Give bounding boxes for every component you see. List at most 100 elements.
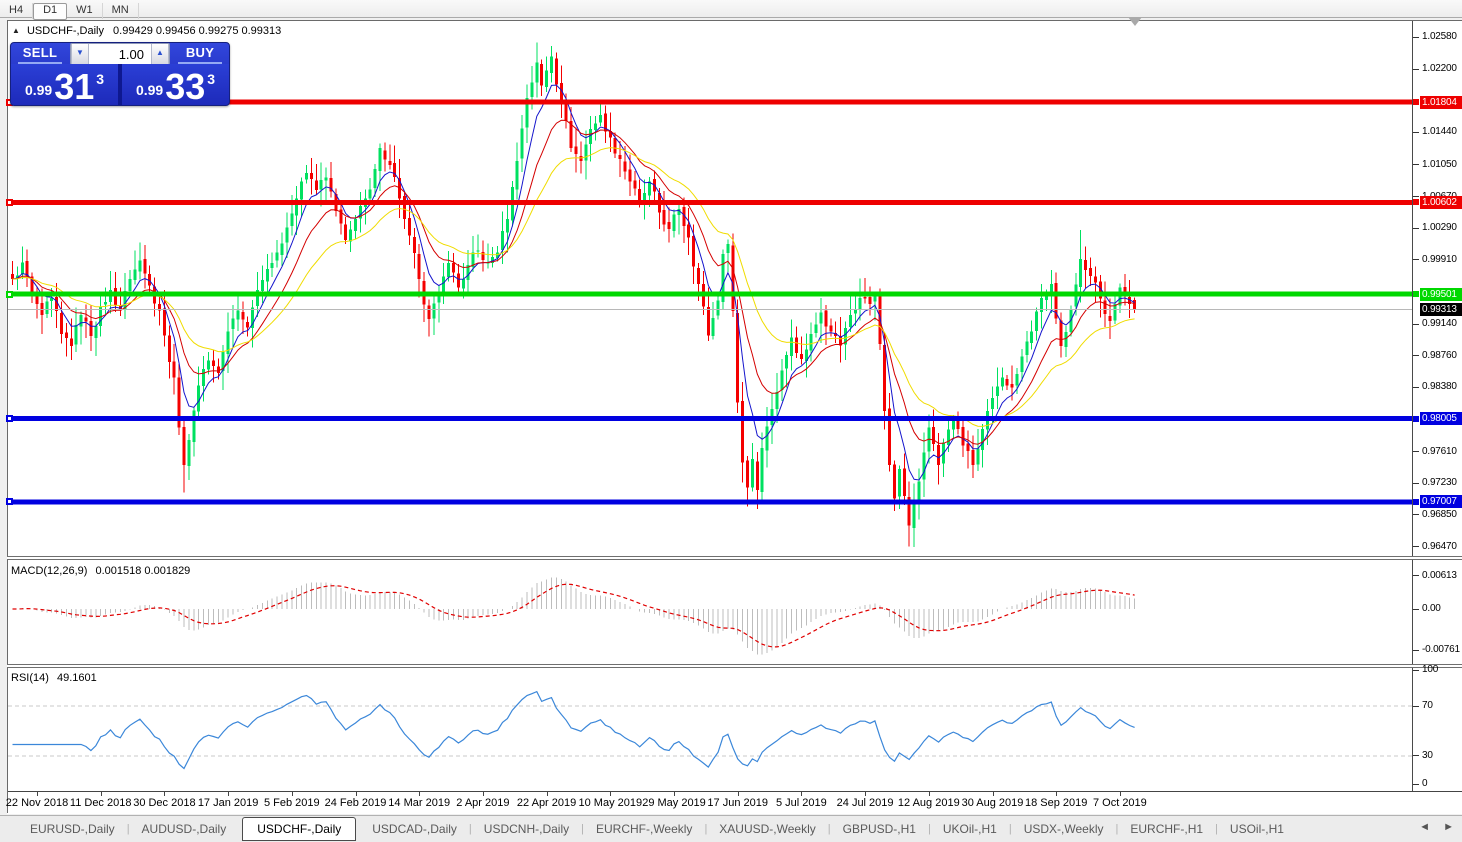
- buy-price-prefix: 0.99: [135, 82, 164, 98]
- date-axis-tick: [482, 791, 484, 796]
- macd-panel-separator[interactable]: [7, 556, 1462, 560]
- current-price-label: 0.99313: [1420, 303, 1462, 317]
- tab-scroll-left-icon[interactable]: ◄: [1419, 821, 1431, 833]
- timeframe-button-h4[interactable]: H4: [0, 3, 34, 19]
- price-axis-label: 1.01440: [1422, 126, 1457, 138]
- price-axis-tick: [1413, 36, 1419, 38]
- date-axis-label: 24 Jul 2019: [836, 797, 894, 809]
- hline-price-label: 0.98005: [1420, 412, 1462, 426]
- date-axis-label: 12 Aug 2019: [897, 797, 960, 809]
- chart-ohlc-values: 0.99429 0.99456 0.99275 0.99313: [113, 25, 282, 37]
- buy-price-sup: 3: [207, 71, 216, 87]
- date-axis-label: 22 Apr 2019: [516, 797, 577, 809]
- buy-price-button[interactable]: 0.99 33 3: [122, 64, 229, 105]
- price-axis-tick: [1413, 482, 1419, 484]
- date-axis-label: 30 Dec 2018: [133, 797, 196, 809]
- price-axis-label: 0.98380: [1422, 381, 1457, 393]
- sell-price-prefix: 0.99: [24, 82, 53, 98]
- rsi-label: RSI(14): [11, 672, 49, 684]
- tab-ukoil-h1[interactable]: UKOil-,H1: [942, 822, 997, 836]
- tab-separator: |: [468, 823, 472, 835]
- timeframe-button-w1[interactable]: W1: [67, 3, 103, 19]
- date-axis-tick: [355, 791, 357, 796]
- timeframe-button-mn[interactable]: MN: [103, 3, 139, 19]
- date-axis-tick: [801, 791, 803, 796]
- macd-axis-label: 0.00613: [1422, 569, 1457, 581]
- tab-scroll-right-icon[interactable]: ►: [1443, 821, 1454, 833]
- tab-eurchf-h1[interactable]: EURCHF-,H1: [1130, 822, 1204, 836]
- volume-increase-button[interactable]: ▲: [151, 44, 169, 64]
- price-axis-label: 0.99910: [1422, 253, 1457, 265]
- tab-eurusd-daily[interactable]: EURUSD-,Daily: [30, 822, 115, 836]
- buy-price-big: 33: [165, 66, 206, 107]
- rsi-value: 49.1601: [56, 672, 97, 684]
- macd-axis-tick: [1413, 649, 1419, 651]
- hline-left-handle[interactable]: [6, 198, 13, 206]
- date-axis-tick: [674, 791, 675, 796]
- hline-left-handle[interactable]: [6, 290, 13, 298]
- sell-price-big: 31: [54, 66, 95, 107]
- date-axis-label: 17 Jun 2019: [707, 797, 768, 809]
- volume-decrease-button[interactable]: ▼: [71, 44, 89, 64]
- sell-price-sup: 3: [96, 71, 105, 87]
- rsi-axis-label: 0: [1422, 778, 1428, 789]
- symbol-tab-bar: EURUSD-,Daily | AUDUSD-,Daily USDCHF-,Daily…: [0, 815, 1462, 842]
- timeframe-button-d1[interactable]: D1: [33, 3, 68, 20]
- sell-button[interactable]: SELL: [11, 43, 69, 64]
- price-axis-tick: [1413, 451, 1419, 453]
- tab-eurchf-weekly[interactable]: EURCHF-,Weekly: [595, 822, 693, 836]
- price-axis-tick: [1413, 546, 1419, 548]
- tab-separator: |: [1115, 823, 1119, 835]
- rsi-axis-tick: [1413, 669, 1419, 671]
- hline-right-handle[interactable]: [1413, 199, 1419, 206]
- price-axis-tick: [1413, 323, 1419, 325]
- tab-audusd-daily[interactable]: AUDUSD-,Daily: [141, 822, 227, 836]
- hline-left-handle[interactable]: [6, 98, 13, 106]
- collapse-triangle-icon[interactable]: ▲: [12, 26, 20, 35]
- price-axis-label: 0.96850: [1422, 508, 1457, 520]
- price-axis-tick: [1413, 227, 1419, 229]
- volume-input[interactable]: [89, 44, 151, 64]
- tab-usdx-weekly[interactable]: USDX-,Weekly: [1023, 822, 1104, 836]
- date-axis-tick: [865, 791, 867, 796]
- chart-background: [8, 21, 1462, 791]
- tab-gbpusd-h1[interactable]: GBPUSD-,H1: [842, 822, 916, 836]
- rsi-panel-separator[interactable]: [7, 664, 1462, 668]
- date-axis-label: 30 Aug 2019: [961, 797, 1024, 809]
- date-axis-label: 5 Jul 2019: [776, 797, 827, 809]
- tab-usdcnh-daily[interactable]: USDCNH-,Daily: [483, 822, 570, 836]
- rsi-header: RSI(14) 49.1601: [11, 672, 97, 684]
- autoscroll-triangle-icon[interactable]: [1128, 17, 1142, 26]
- tab-usdcad-daily[interactable]: USDCAD-,Daily: [372, 822, 457, 836]
- tab-usdchf-daily[interactable]: USDCHF-,Daily: [242, 817, 357, 841]
- price-axis-label: 1.01050: [1422, 158, 1457, 170]
- date-axis-tick: [37, 791, 38, 796]
- price-axis-label: 0.97230: [1422, 477, 1457, 489]
- price-axis-tick: [1413, 355, 1419, 357]
- hline-price-label: 1.00602: [1420, 195, 1462, 209]
- date-axis-label: 5 Feb 2019: [263, 797, 320, 809]
- hline-price-label: 0.99501: [1420, 287, 1462, 301]
- tab-separator: |: [126, 823, 130, 835]
- hline-right-handle[interactable]: [1413, 291, 1419, 297]
- tab-separator: |: [704, 823, 708, 835]
- macd-header: MACD(12,26,9) 0.001518 0.001829: [11, 565, 190, 577]
- tab-usoil-h1[interactable]: USOil-,H1: [1229, 822, 1284, 836]
- hline-price-label: 1.01804: [1420, 95, 1462, 109]
- date-axis-tick: [546, 791, 548, 796]
- price-axis-separator: [1412, 21, 1413, 791]
- price-divider: [118, 64, 122, 105]
- hline-left-handle[interactable]: [6, 498, 13, 506]
- date-axis[interactable]: [7, 791, 1462, 814]
- hline-right-handle[interactable]: [1413, 498, 1419, 505]
- hline-left-handle[interactable]: [6, 415, 13, 423]
- hline-right-handle[interactable]: [1413, 415, 1419, 422]
- hline-right-handle[interactable]: [1413, 99, 1419, 106]
- date-axis-label: 11 Dec 2018: [69, 797, 132, 809]
- sell-price-button[interactable]: 0.99 31 3: [11, 64, 118, 105]
- buy-button[interactable]: BUY: [171, 43, 229, 64]
- date-axis-label: 7 Oct 2019: [1092, 797, 1147, 809]
- date-axis-tick: [291, 791, 293, 796]
- tab-xauusd-weekly[interactable]: XAUUSD-,Weekly: [719, 822, 816, 836]
- main-chart-canvas[interactable]: [8, 21, 1412, 791]
